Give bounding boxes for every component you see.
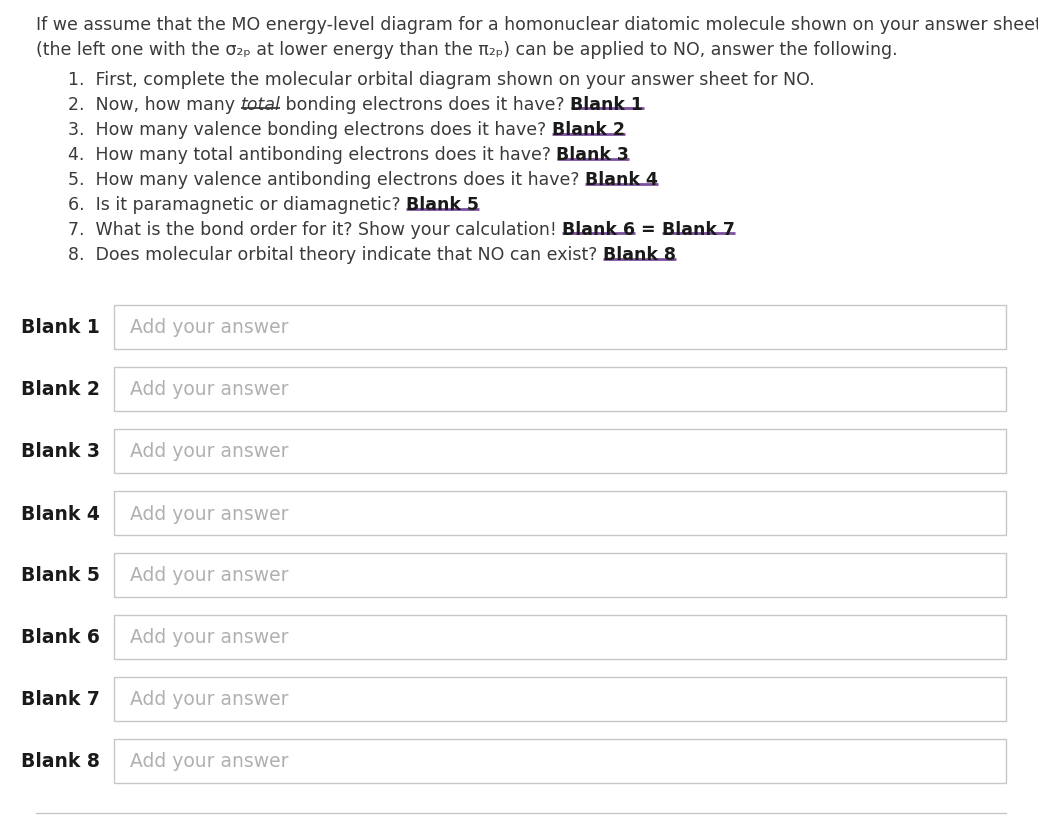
Text: Blank 4: Blank 4 bbox=[585, 171, 658, 188]
Text: total: total bbox=[241, 96, 280, 114]
Text: 8.  Does molecular orbital theory indicate that NO can exist?: 8. Does molecular orbital theory indicat… bbox=[69, 246, 603, 264]
Text: Add your answer: Add your answer bbox=[130, 380, 289, 399]
Bar bbox=[114, 615, 1006, 659]
Bar bbox=[114, 554, 1006, 597]
Text: Add your answer: Add your answer bbox=[130, 442, 289, 461]
Text: =: = bbox=[635, 221, 662, 238]
Text: Blank 6: Blank 6 bbox=[21, 627, 100, 647]
Bar bbox=[114, 368, 1006, 411]
Text: Blank 4: Blank 4 bbox=[21, 504, 100, 523]
Text: Blank 3: Blank 3 bbox=[556, 146, 629, 164]
Text: 7.  What is the bond order for it? Show your calculation!: 7. What is the bond order for it? Show y… bbox=[69, 221, 563, 238]
Text: 6.  Is it paramagnetic or diamagnetic?: 6. Is it paramagnetic or diamagnetic? bbox=[69, 196, 406, 214]
Text: Add your answer: Add your answer bbox=[130, 566, 289, 585]
Text: Add your answer: Add your answer bbox=[130, 752, 289, 771]
Text: 3.  How many valence bonding electrons does it have?: 3. How many valence bonding electrons do… bbox=[69, 121, 552, 139]
Text: Add your answer: Add your answer bbox=[130, 318, 289, 337]
Text: Blank 7: Blank 7 bbox=[21, 690, 100, 708]
Text: 2.  Now, how many: 2. Now, how many bbox=[69, 96, 241, 114]
Text: Blank 2: Blank 2 bbox=[552, 121, 625, 139]
Text: Blank 8: Blank 8 bbox=[603, 246, 676, 264]
Bar bbox=[114, 739, 1006, 783]
Text: If we assume that the MO energy-level diagram for a homonuclear diatomic molecul: If we assume that the MO energy-level di… bbox=[36, 16, 1038, 34]
Text: (the left one with the σ₂ₚ at lower energy than the π₂ₚ) can be applied to NO, a: (the left one with the σ₂ₚ at lower ener… bbox=[36, 41, 898, 59]
Text: Blank 7: Blank 7 bbox=[662, 221, 735, 238]
Bar bbox=[114, 429, 1006, 473]
Text: Blank 5: Blank 5 bbox=[406, 196, 480, 214]
Bar bbox=[114, 677, 1006, 721]
Bar bbox=[114, 305, 1006, 350]
Text: Blank 1: Blank 1 bbox=[571, 96, 644, 114]
Text: 1.  First, complete the molecular orbital diagram shown on your answer sheet for: 1. First, complete the molecular orbital… bbox=[69, 71, 815, 89]
Text: Add your answer: Add your answer bbox=[130, 690, 289, 708]
Text: bonding electrons does it have?: bonding electrons does it have? bbox=[280, 96, 571, 114]
Bar bbox=[114, 491, 1006, 536]
Text: 5.  How many valence antibonding electrons does it have?: 5. How many valence antibonding electron… bbox=[69, 171, 585, 188]
Text: Blank 3: Blank 3 bbox=[21, 442, 100, 461]
Text: Blank 2: Blank 2 bbox=[21, 380, 100, 399]
Text: 4.  How many total antibonding electrons does it have?: 4. How many total antibonding electrons … bbox=[69, 146, 556, 164]
Text: Blank 5: Blank 5 bbox=[21, 566, 100, 585]
Text: Blank 8: Blank 8 bbox=[21, 752, 100, 771]
Text: Blank 6: Blank 6 bbox=[563, 221, 635, 238]
Text: Blank 1: Blank 1 bbox=[21, 318, 100, 337]
Text: Add your answer: Add your answer bbox=[130, 627, 289, 647]
Text: Add your answer: Add your answer bbox=[130, 504, 289, 523]
